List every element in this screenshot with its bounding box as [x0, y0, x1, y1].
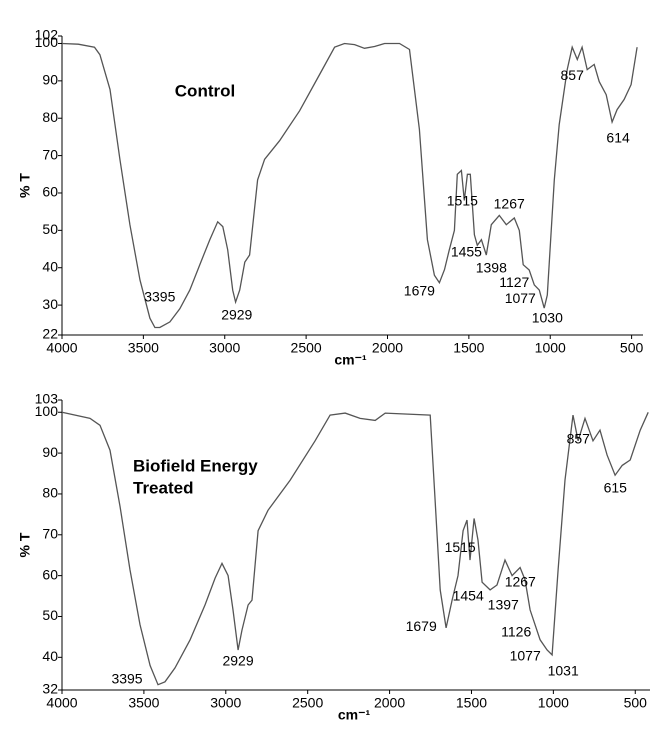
peak-label: 2929: [221, 307, 252, 323]
peak-label: 1126: [501, 624, 531, 640]
y-tick-label: 90: [42, 444, 58, 460]
y-tick-label: 60: [42, 184, 58, 200]
peak-label: 1454: [453, 588, 484, 604]
x-tick-label: 4000: [46, 340, 77, 356]
y-tick-label: 22: [42, 326, 58, 342]
x-tick-label: 2500: [291, 340, 322, 356]
peak-label: 857: [561, 67, 585, 83]
peak-label: 1679: [404, 283, 435, 299]
chart-title: Biofield Energy: [133, 456, 258, 475]
y-tick-label: 103: [35, 391, 59, 407]
y-tick-label: 100: [35, 34, 59, 50]
x-axis-label: cm⁻¹: [334, 352, 367, 368]
y-tick-label: 40: [42, 648, 58, 664]
y-tick-label: 40: [42, 258, 58, 274]
x-tick-label: 3000: [209, 340, 240, 356]
peak-label: 614: [606, 129, 630, 145]
peak-label: 1031: [548, 663, 579, 679]
x-tick-label: 1500: [453, 340, 484, 356]
peak-label: 3395: [144, 289, 175, 305]
x-tick-label: 2000: [374, 695, 405, 711]
chart-title: Treated: [133, 478, 193, 497]
y-tick-label: 50: [42, 607, 58, 623]
y-tick-label: 50: [42, 221, 58, 237]
peak-label: 615: [604, 480, 628, 496]
peak-label: 1679: [406, 618, 437, 634]
x-tick-label: 2000: [372, 340, 403, 356]
peak-label: 1455: [451, 243, 482, 259]
y-tick-label: 90: [42, 72, 58, 88]
y-tick-label: 30: [42, 296, 58, 312]
spectrum-line: [61, 42, 638, 329]
y-tick-label: 80: [42, 485, 58, 501]
peak-label: 1077: [505, 290, 536, 306]
x-tick-label: 3500: [128, 695, 159, 711]
x-tick-label: 500: [620, 340, 644, 356]
peak-label: 1267: [505, 574, 536, 590]
x-tick-label: 1000: [538, 695, 569, 711]
y-axis-label: % T: [17, 173, 33, 198]
y-tick-label: 70: [42, 525, 58, 541]
y-tick-label: 100: [35, 403, 59, 419]
y-tick-label: 80: [42, 109, 58, 125]
y-axis-label: % T: [17, 532, 33, 557]
peak-label: 1127: [499, 274, 529, 290]
peak-label: 1267: [494, 196, 525, 212]
chart-title: Control: [175, 81, 235, 100]
peak-label: 3395: [111, 670, 142, 686]
peak-label: 1077: [510, 648, 541, 664]
x-tick-label: 1000: [535, 340, 566, 356]
peak-label: 1397: [488, 597, 519, 613]
peak-label: 1030: [532, 310, 563, 326]
x-tick-label: 500: [624, 695, 648, 711]
spectrum-line: [61, 411, 649, 686]
x-tick-label: 1500: [456, 695, 487, 711]
x-tick-label: 4000: [46, 695, 77, 711]
y-tick-label: 60: [42, 566, 58, 582]
peak-label: 1515: [445, 539, 476, 555]
y-tick-label: 32: [42, 681, 58, 697]
peak-label: 1515: [447, 193, 478, 209]
x-tick-label: 2500: [292, 695, 323, 711]
x-tick-label: 3000: [210, 695, 241, 711]
y-tick-label: 70: [42, 146, 58, 162]
peak-label: 857: [567, 431, 591, 447]
x-tick-label: 3500: [128, 340, 159, 356]
y-tick-label: 102: [35, 27, 59, 43]
peak-label: 2929: [222, 653, 253, 669]
peak-label: 1398: [476, 260, 507, 276]
x-axis-label: cm⁻¹: [338, 707, 371, 723]
